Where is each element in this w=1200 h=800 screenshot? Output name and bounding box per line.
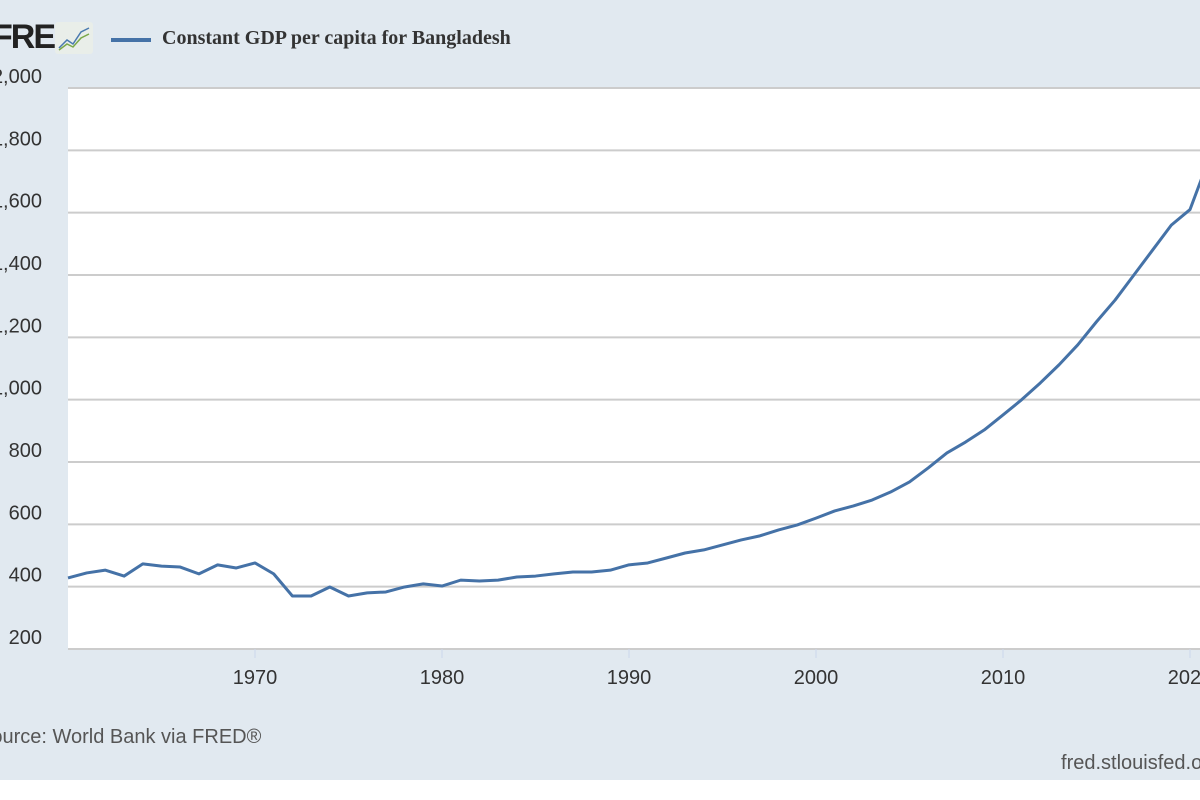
x-tick-label: 1980 [420, 667, 465, 689]
plot-area [68, 88, 1200, 649]
y-tick-label: 1,600 [0, 191, 42, 213]
x-tick-label: 2020 [1168, 667, 1200, 689]
legend-swatch [111, 38, 151, 42]
y-tick-label: 1,800 [0, 128, 42, 150]
x-tick-label: 1990 [607, 667, 652, 689]
y-tick-label: 1,400 [0, 253, 42, 275]
series-line[interactable] [67, 160, 1200, 598]
chart-line-icon [55, 22, 93, 54]
x-tick-label: 2010 [981, 667, 1026, 689]
line-chart: 200 400 600 800 1,000 1,200 1,400 1,600 1,800 2,0… [0, 66, 1200, 689]
y-tick-label: 600 [9, 502, 42, 524]
source-note: Source: World Bank via FRED® [0, 726, 262, 748]
legend-label[interactable]: Constant GDP per capita for Bangladesh [162, 27, 511, 49]
x-tick-label: 1970 [233, 667, 278, 689]
y-tick-label: 200 [9, 627, 42, 649]
fred-url[interactable]: fred.stlouisfed.org [1061, 752, 1200, 774]
y-tick-label: 800 [9, 440, 42, 462]
x-tick-label: 2000 [794, 667, 839, 689]
y-tick-label: 2,000 [0, 66, 42, 88]
y-tick-label: 1,200 [0, 315, 42, 337]
chart-frame: FRED Constant GDP per capita for Banglad… [0, 0, 1200, 780]
y-tick-label: 400 [9, 565, 42, 587]
y-tick-label: 1,000 [0, 378, 42, 400]
